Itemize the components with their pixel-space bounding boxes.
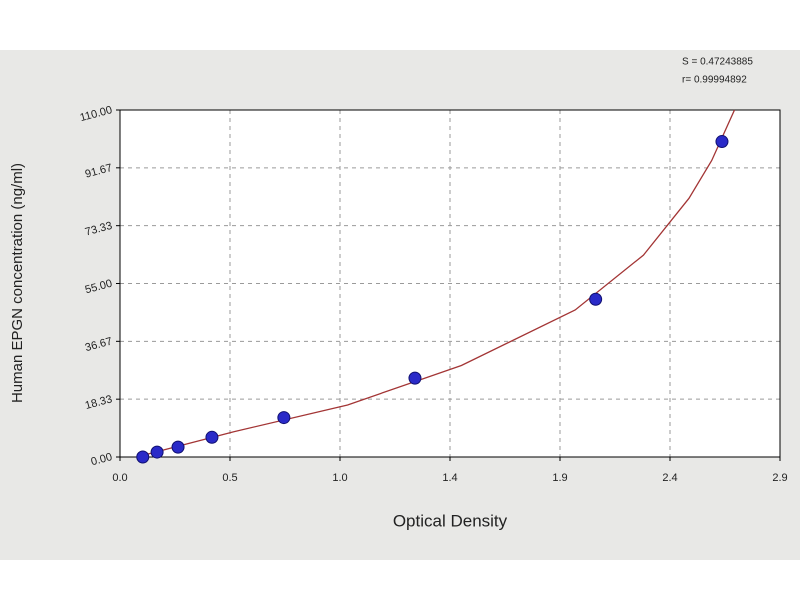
data-point xyxy=(136,450,150,464)
x-tick-label: 0.5 xyxy=(222,472,237,484)
data-point xyxy=(408,371,422,385)
y-tick-label: 0.00 xyxy=(90,451,114,468)
annotation: S = 0.47243885 xyxy=(682,57,753,68)
x-tick-label: 1.4 xyxy=(442,472,457,484)
plot-border xyxy=(119,109,781,458)
x-tick-label: 1.0 xyxy=(332,472,347,484)
fit-curve xyxy=(142,109,736,457)
data-point xyxy=(205,430,219,444)
annotation: r= 0.99994892 xyxy=(682,75,747,86)
data-point xyxy=(277,411,291,425)
x-tick-label: 1.9 xyxy=(552,472,567,484)
x-tick-label: 0.0 xyxy=(112,472,127,484)
data-point xyxy=(171,440,185,454)
x-tick-label: 2.4 xyxy=(662,472,677,484)
x-tick-label: 2.9 xyxy=(772,472,787,484)
y-axis-label: Human EPGN concentration (ng/ml) xyxy=(9,163,26,403)
data-point xyxy=(150,445,164,459)
data-point xyxy=(715,135,729,149)
data-point xyxy=(589,292,603,306)
x-axis-label: Optical Density xyxy=(393,511,508,530)
